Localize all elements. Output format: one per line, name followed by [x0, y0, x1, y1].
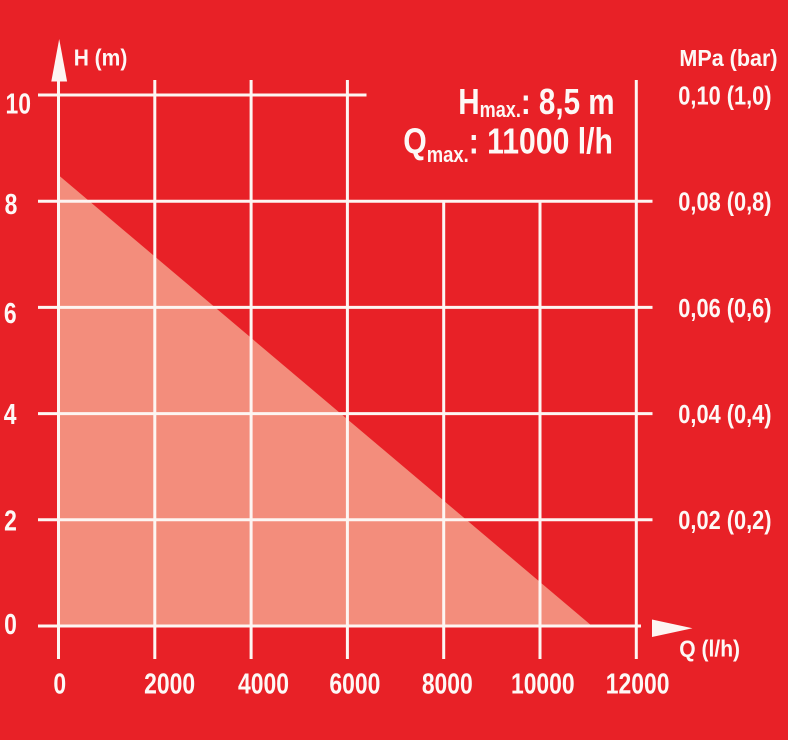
svg-text:0,08 (0,8): 0,08 (0,8): [678, 188, 771, 217]
svg-text:4000: 4000: [238, 667, 289, 700]
svg-text:Q (l/h): Q (l/h): [679, 635, 740, 661]
svg-text:Hmax.: 8,5 m: Hmax.: 8,5 m: [458, 81, 614, 122]
svg-text:0,10 (1,0): 0,10 (1,0): [678, 82, 771, 111]
svg-text:2000: 2000: [144, 667, 195, 700]
svg-text:12000: 12000: [606, 667, 670, 700]
svg-text:0,02 (0,2): 0,02 (0,2): [678, 506, 771, 535]
svg-text:8: 8: [5, 187, 18, 220]
svg-text:0,06 (0,6): 0,06 (0,6): [678, 294, 771, 323]
svg-text:6000: 6000: [329, 667, 380, 700]
svg-text:8000: 8000: [422, 667, 473, 700]
svg-text:0: 0: [4, 607, 17, 640]
svg-text:4: 4: [4, 397, 17, 430]
svg-text:10: 10: [6, 87, 31, 120]
svg-text:0,04 (0,4): 0,04 (0,4): [678, 400, 771, 429]
svg-text:6: 6: [4, 296, 17, 329]
svg-text:0: 0: [53, 667, 66, 700]
svg-text:2: 2: [4, 504, 17, 537]
svg-text:10000: 10000: [511, 667, 575, 700]
svg-text:MPa (bar): MPa (bar): [679, 45, 777, 71]
svg-text:H (m): H (m): [74, 44, 128, 70]
